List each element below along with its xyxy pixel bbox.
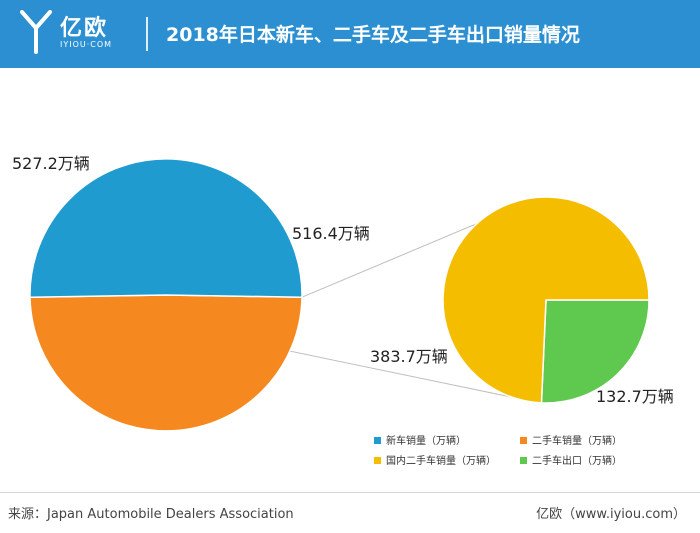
logo-icon	[20, 10, 52, 54]
legend-label: 新车销量（万辆）	[386, 434, 466, 447]
slice-domestic-used	[442, 196, 650, 404]
slice-used-export	[540, 299, 650, 404]
data-label-domestic-used: 383.7万辆	[370, 347, 448, 366]
page-title: 2018年日本新车、二手车及二手车出口销量情况	[166, 24, 580, 46]
legend-label: 二手车出口（万辆）	[532, 454, 622, 467]
legend-swatch	[374, 457, 381, 464]
data-label-new-car: 527.2万辆	[12, 154, 90, 173]
slice-new-car	[29, 158, 303, 298]
legend-swatch	[520, 437, 527, 444]
legend-swatch	[520, 457, 527, 464]
data-label-used-car: 516.4万辆	[292, 224, 370, 243]
data-label-used-export: 132.7万辆	[596, 387, 674, 406]
slice-used-car	[29, 294, 303, 432]
logo-text: 亿欧	[60, 16, 109, 41]
header-divider	[146, 17, 148, 51]
footer-divider	[0, 492, 700, 493]
header-bar: 亿欧 IYIOU·COM 2018年日本新车、二手车及二手车出口销量情况	[0, 0, 700, 68]
legend-swatch	[374, 437, 381, 444]
legend-label: 国内二手车销量（万辆）	[386, 454, 496, 467]
logo-subtext: IYIOU·COM	[60, 40, 113, 49]
source-note: 来源：Japan Automobile Dealers Association	[8, 507, 294, 522]
legend-label: 二手车销量（万辆）	[532, 434, 622, 447]
logo[interactable]: 亿欧 IYIOU·COM	[20, 8, 132, 58]
brand-note: 亿欧（www.iyiou.com）	[536, 507, 686, 522]
